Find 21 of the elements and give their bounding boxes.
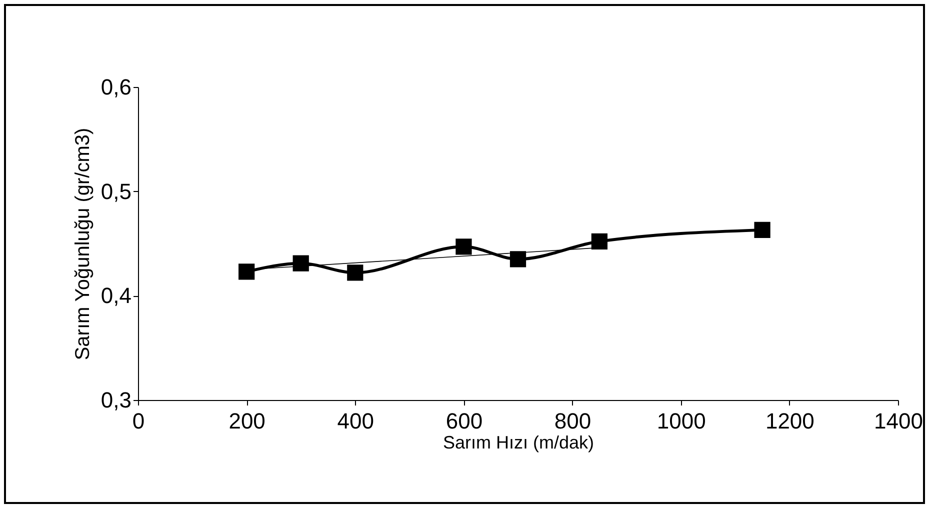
point <box>754 222 770 238</box>
x-tick-label: 1000 <box>656 408 706 434</box>
point <box>591 233 608 250</box>
point <box>292 255 309 272</box>
x-tick-label: 600 <box>446 408 483 434</box>
y-tick-label: 0,6 <box>100 74 132 100</box>
y-tick-label: 0,3 <box>100 388 132 412</box>
y-axis-title: Sarım Yoğunluğu (gr/cm3) <box>72 128 94 360</box>
point <box>347 264 364 281</box>
x-axis-title: Sarım Hızı (m/dak) <box>442 432 594 452</box>
x-tick-label: 400 <box>337 408 374 434</box>
point <box>456 238 472 255</box>
point <box>238 264 255 280</box>
x-tick-label: 800 <box>554 408 592 434</box>
x-tick-label: 1400 <box>874 408 923 434</box>
x-tick-label: 0 <box>132 408 145 434</box>
y-tick-label: 0,5 <box>100 178 132 204</box>
x-tick-label: 1200 <box>765 408 814 434</box>
y-tick-label: 0,4 <box>100 283 132 308</box>
point <box>510 251 526 268</box>
x-tick-label: 200 <box>228 408 266 434</box>
